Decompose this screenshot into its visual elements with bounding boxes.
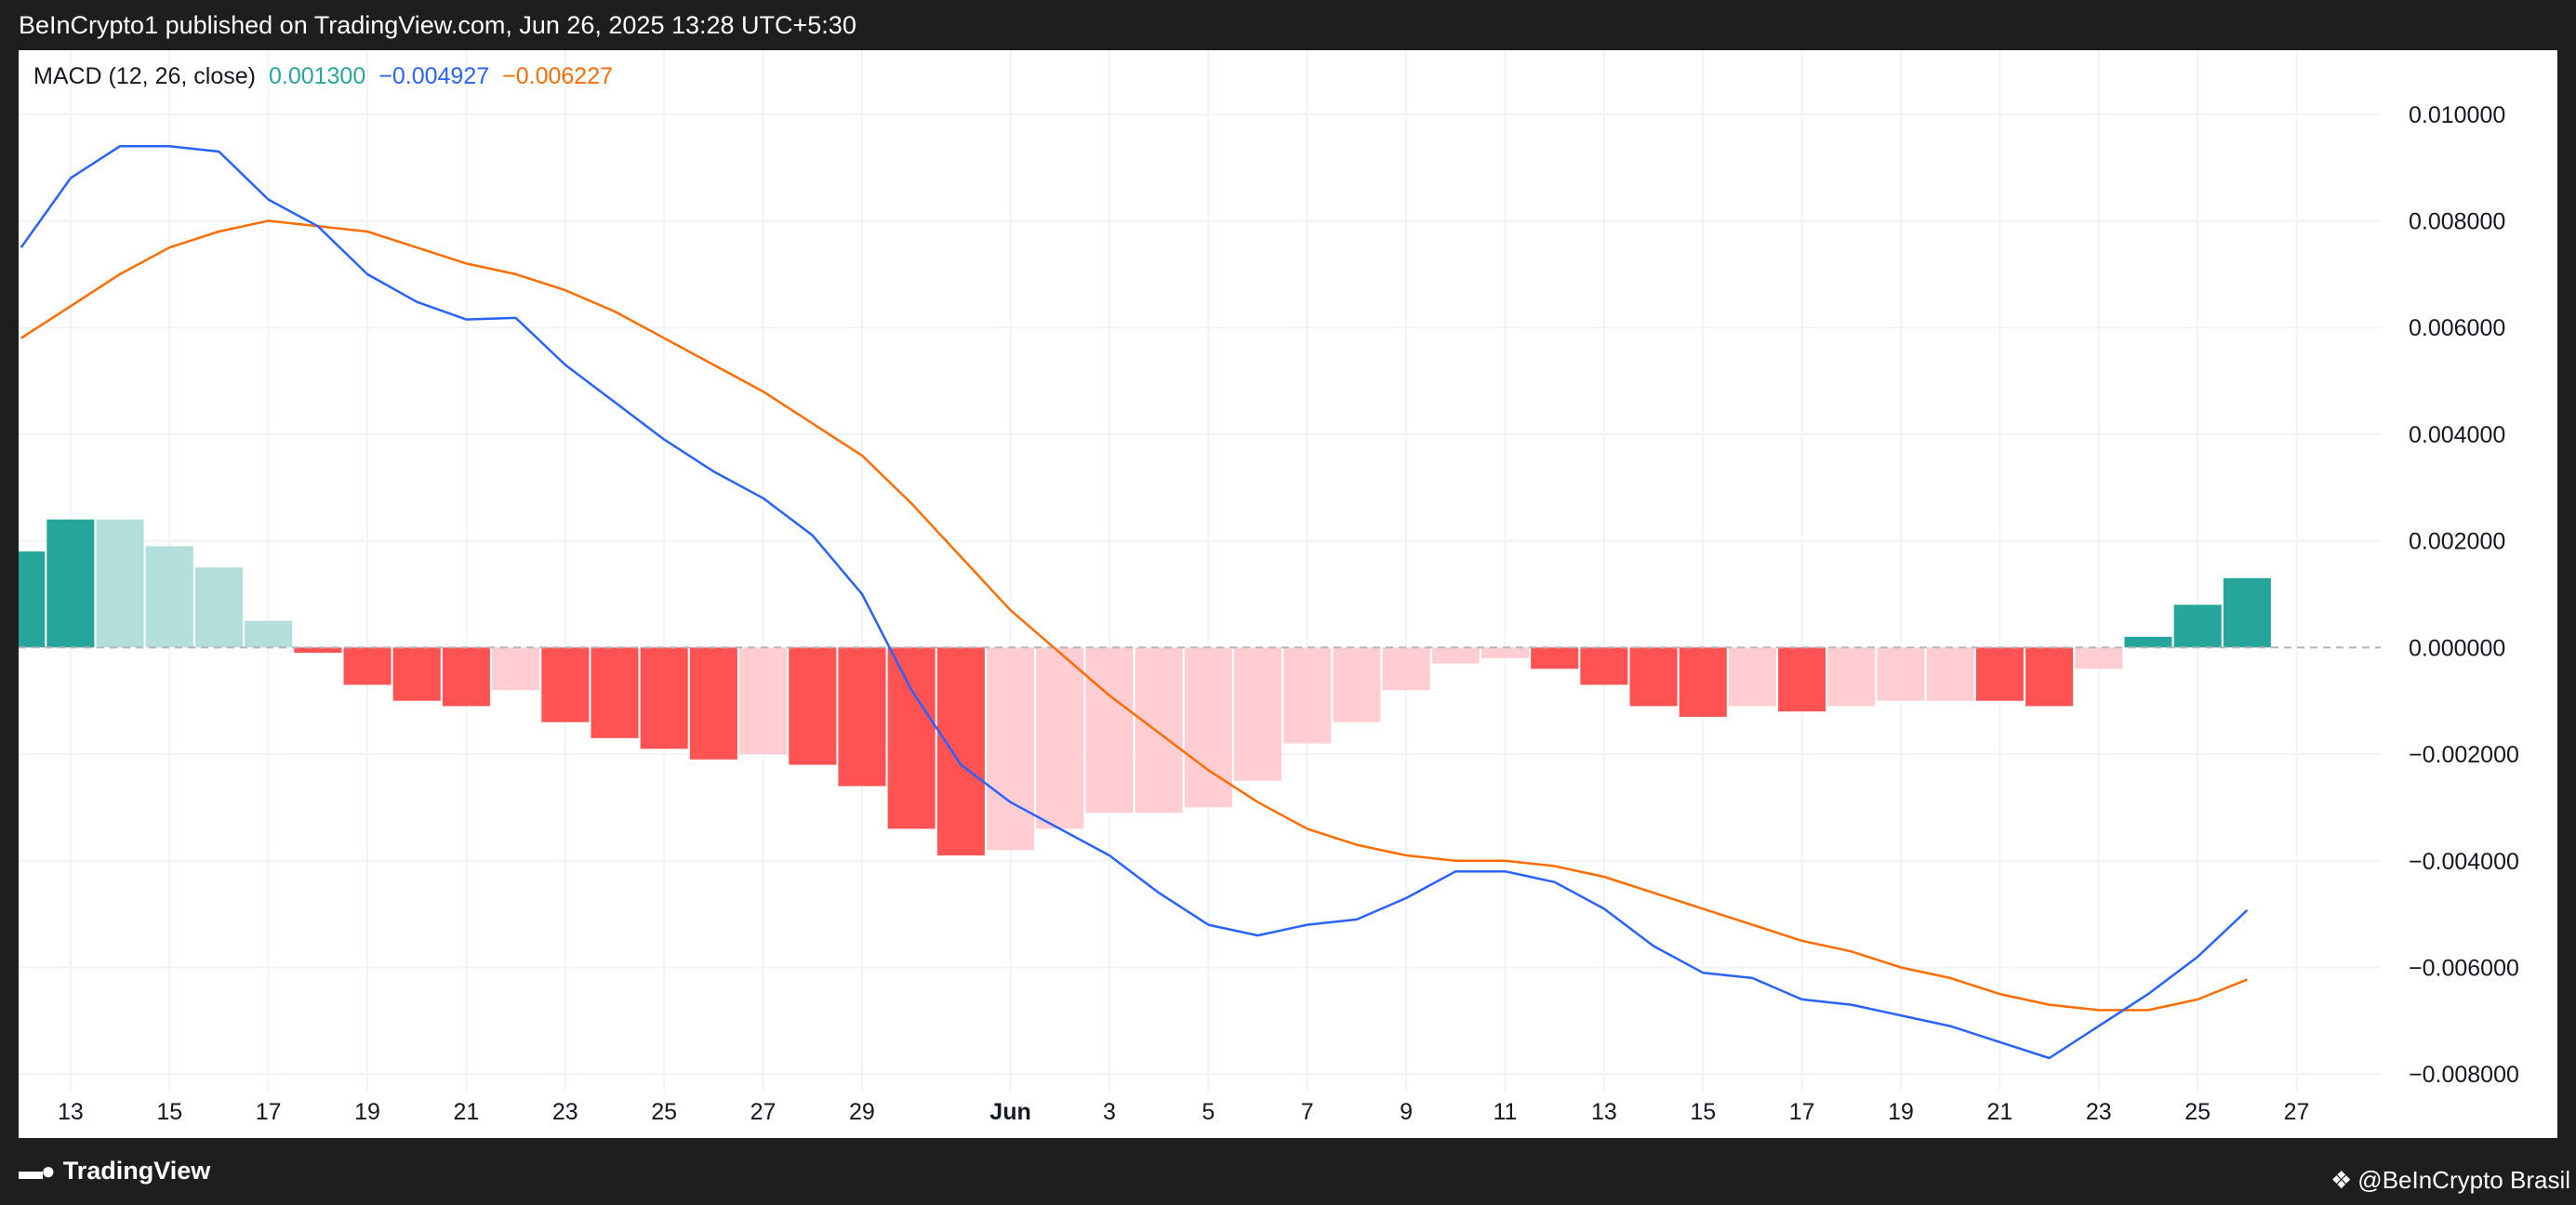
x-tick-label: 17 [256,1099,282,1125]
histogram-bar [1184,647,1232,808]
histogram-bar [987,647,1035,851]
x-tick-label: 13 [58,1099,84,1125]
histogram-bar [1036,647,1084,829]
histogram-bar [1431,647,1480,664]
histogram-bar [1629,647,1678,707]
y-tick-label: 0.002000 [2409,529,2505,555]
tradingview-logo-icon: ▬● [19,1157,56,1185]
publish-header: BeInCrypto1 published on TradingView.com… [0,0,2576,50]
x-tick-label: 23 [2086,1099,2112,1125]
signal-line [20,219,2248,1012]
y-tick-label: 0.008000 [2409,209,2505,235]
histogram-bar [294,647,342,654]
histogram-bar [19,551,46,648]
histogram-bar [442,647,490,707]
histogram-bar [1877,647,1925,701]
histogram-bar [392,647,441,701]
histogram-bar [640,647,688,749]
histogram-bar [1531,647,1579,669]
histogram-bar [1975,647,2024,701]
histogram-bar [2173,604,2222,648]
x-tick-label: 7 [1301,1099,1314,1125]
histogram-bar [789,647,837,765]
macd-chart[interactable]: 0.010000 0.008000 0.006000 0.004000 0.002000… [19,50,2557,1138]
y-tick-label: −0.006000 [2409,955,2519,981]
x-tick-label: 15 [1690,1099,1716,1125]
histogram-bar [1333,647,1381,722]
histogram-bar [1679,647,1727,717]
x-tick-label: 29 [849,1099,875,1125]
x-tick-label: 11 [1493,1099,1517,1125]
chart-panel[interactable]: 0.010000 0.008000 0.006000 0.004000 0.002000… [19,50,2557,1138]
histogram-bar [838,647,886,787]
histogram-bar [887,647,936,829]
x-tick-label: 23 [552,1099,578,1125]
x-tick-label: 15 [156,1099,182,1125]
y-tick-label: 0.006000 [2409,315,2505,341]
publisher-name: @BeInCrypto Brasil [2357,1166,2570,1194]
x-tick-label: 27 [750,1099,777,1125]
x-tick-label: 19 [354,1099,380,1125]
publisher-tag: ❖ @BeInCrypto Brasil [2330,1166,2570,1195]
histogram-bar [194,567,243,648]
macd-line [20,144,2249,1060]
x-tick-label: 3 [1103,1099,1116,1125]
histogram-bar [541,647,590,722]
publish-info: BeInCrypto1 published on TradingView.com… [19,10,856,39]
y-tick-label: −0.004000 [2409,849,2519,875]
y-tick-label: −0.002000 [2409,742,2519,768]
diamond-logo-icon: ❖ [2330,1166,2353,1194]
histogram-bar [46,519,95,648]
footer: ▬● TradingView ❖ @BeInCrypto Brasil [0,1138,2576,1205]
x-tick-label: 13 [1591,1099,1617,1125]
x-tick-label: Jun [989,1099,1030,1125]
histogram-bar [2075,647,2123,669]
histogram-bar [1382,647,1430,691]
histogram-bar [2223,577,2271,648]
x-tick-label: 5 [1202,1099,1215,1125]
histogram-bar [2025,647,2074,707]
histogram-bar [145,546,193,648]
histogram-value: 0.001300 [268,63,366,89]
histogram-bar [1481,647,1530,658]
x-tick-label: 19 [1888,1099,1914,1125]
histogram-bar [1283,647,1332,744]
y-tick-label: 0.000000 [2409,635,2505,661]
x-tick-label: 21 [453,1099,479,1125]
x-tick-label: 9 [1400,1099,1413,1125]
histogram-bar [1778,647,1826,712]
y-tick-label: 0.010000 [2409,102,2505,128]
tradingview-logo[interactable]: ▬● TradingView [19,1157,210,1185]
macd-value: −0.004927 [378,63,490,89]
indicator-legend: MACD (12, 26, close) 0.001300 −0.004927 … [33,63,613,90]
histogram-bar [1135,647,1183,814]
x-tick-label: 25 [2184,1099,2211,1125]
signal-value: −0.006227 [502,63,613,89]
x-tick-label: 27 [2284,1099,2310,1125]
x-tick-label: 21 [1987,1099,2013,1125]
x-tick-label: 25 [651,1099,677,1125]
y-tick-label: −0.008000 [2409,1062,2519,1088]
histogram-bar [2124,636,2172,648]
histogram-bar [1580,647,1628,685]
histogram-bar [1728,647,1776,707]
histogram-bar [1233,647,1282,781]
histogram-bar [739,647,788,755]
histogram-bar [343,647,392,685]
histogram-bar [936,647,985,856]
indicator-name[interactable]: MACD (12, 26, close) [33,63,256,89]
histogram-bar [689,647,737,760]
histogram-bar [245,620,293,648]
histogram-bar [591,647,639,738]
histogram-bar [1827,647,1876,707]
x-tick-label: 17 [1789,1099,1815,1125]
histogram-bar [492,647,540,691]
brand-name: TradingView [62,1157,211,1185]
histogram-bar [1085,647,1134,814]
y-tick-label: 0.004000 [2409,422,2505,448]
histogram-bar [96,519,144,648]
histogram-bar [1926,647,1974,701]
